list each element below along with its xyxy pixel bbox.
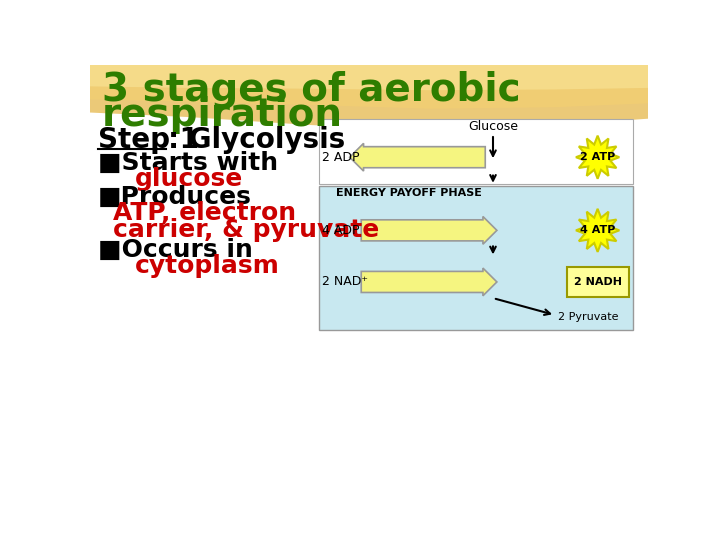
Text: 2 Pyruvate: 2 Pyruvate bbox=[558, 312, 618, 322]
Text: : Glycolysis: : Glycolysis bbox=[168, 126, 345, 154]
Polygon shape bbox=[576, 209, 619, 252]
Text: ■Produces: ■Produces bbox=[98, 185, 251, 209]
Polygon shape bbox=[90, 65, 648, 109]
Polygon shape bbox=[576, 136, 619, 179]
Text: 2 ADP: 2 ADP bbox=[323, 151, 360, 164]
Text: ENERGY PAYOFF PHASE: ENERGY PAYOFF PHASE bbox=[336, 188, 482, 198]
Polygon shape bbox=[90, 65, 648, 90]
FancyBboxPatch shape bbox=[567, 267, 629, 298]
FancyBboxPatch shape bbox=[319, 186, 632, 330]
Text: Glucose: Glucose bbox=[468, 120, 518, 133]
Text: ■Occurs in: ■Occurs in bbox=[98, 238, 253, 261]
Text: carrier, & pyruvate: carrier, & pyruvate bbox=[113, 218, 379, 241]
Text: respiration: respiration bbox=[102, 96, 343, 134]
Polygon shape bbox=[350, 143, 485, 171]
Polygon shape bbox=[361, 268, 497, 296]
Text: 2 NADH: 2 NADH bbox=[575, 277, 622, 287]
Text: 4 ATP: 4 ATP bbox=[580, 225, 616, 235]
Text: 2 NAD⁺: 2 NAD⁺ bbox=[323, 275, 369, 288]
Polygon shape bbox=[319, 119, 632, 184]
Polygon shape bbox=[90, 65, 648, 130]
Text: ATP, electron: ATP, electron bbox=[113, 201, 297, 225]
Text: 3 stages of aerobic: 3 stages of aerobic bbox=[102, 71, 521, 109]
Text: cytoplasm: cytoplasm bbox=[135, 254, 280, 278]
Text: 2 ATP: 2 ATP bbox=[580, 152, 616, 162]
Polygon shape bbox=[361, 217, 497, 244]
Text: glucose: glucose bbox=[135, 167, 243, 191]
Text: ■Starts with: ■Starts with bbox=[98, 151, 278, 176]
Text: 4 ADP: 4 ADP bbox=[323, 224, 360, 237]
Text: Step 1: Step 1 bbox=[98, 126, 199, 154]
